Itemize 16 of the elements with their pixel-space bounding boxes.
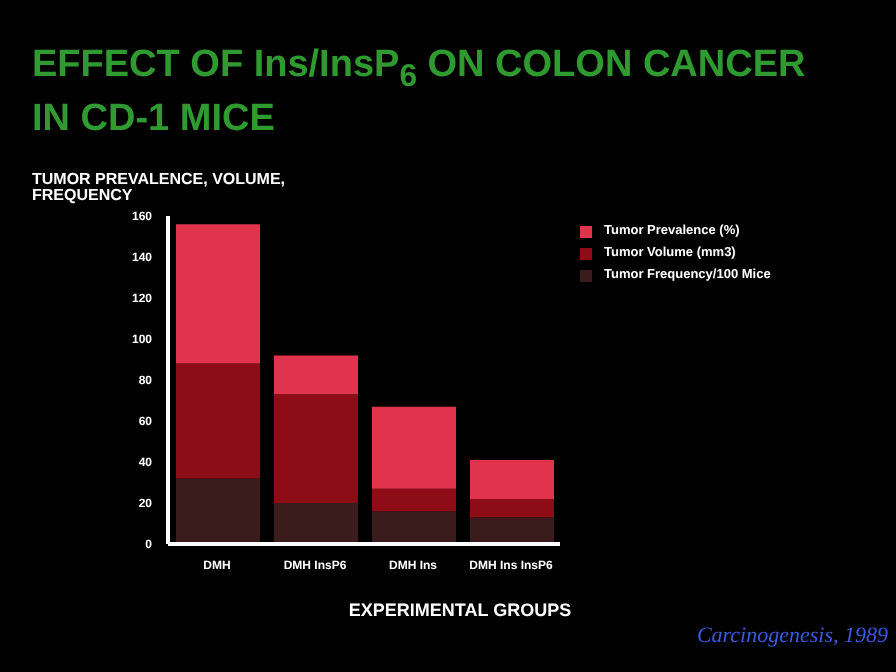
bar [470, 459, 554, 499]
chart-title: EFFECT OF Ins/InsP$_{6}$ ON COLON CANCER IN CD-1 MICE [32, 44, 806, 140]
bar [470, 517, 554, 544]
bar [372, 511, 456, 544]
bar [176, 478, 260, 544]
y-axis-title: TUMOR PREVALENCE, VOLUME, FREQUENCY [32, 170, 288, 204]
bar [274, 503, 358, 544]
bar [372, 488, 456, 512]
bar [372, 406, 456, 489]
bar [274, 394, 358, 503]
bar [176, 224, 260, 364]
bar [176, 363, 260, 479]
bar [274, 355, 358, 395]
bar [470, 498, 554, 518]
text: Carcinogenesis, 1989 [696, 624, 888, 648]
x-axis-title: EXPERIMENTAL GROUPS [346, 600, 574, 620]
